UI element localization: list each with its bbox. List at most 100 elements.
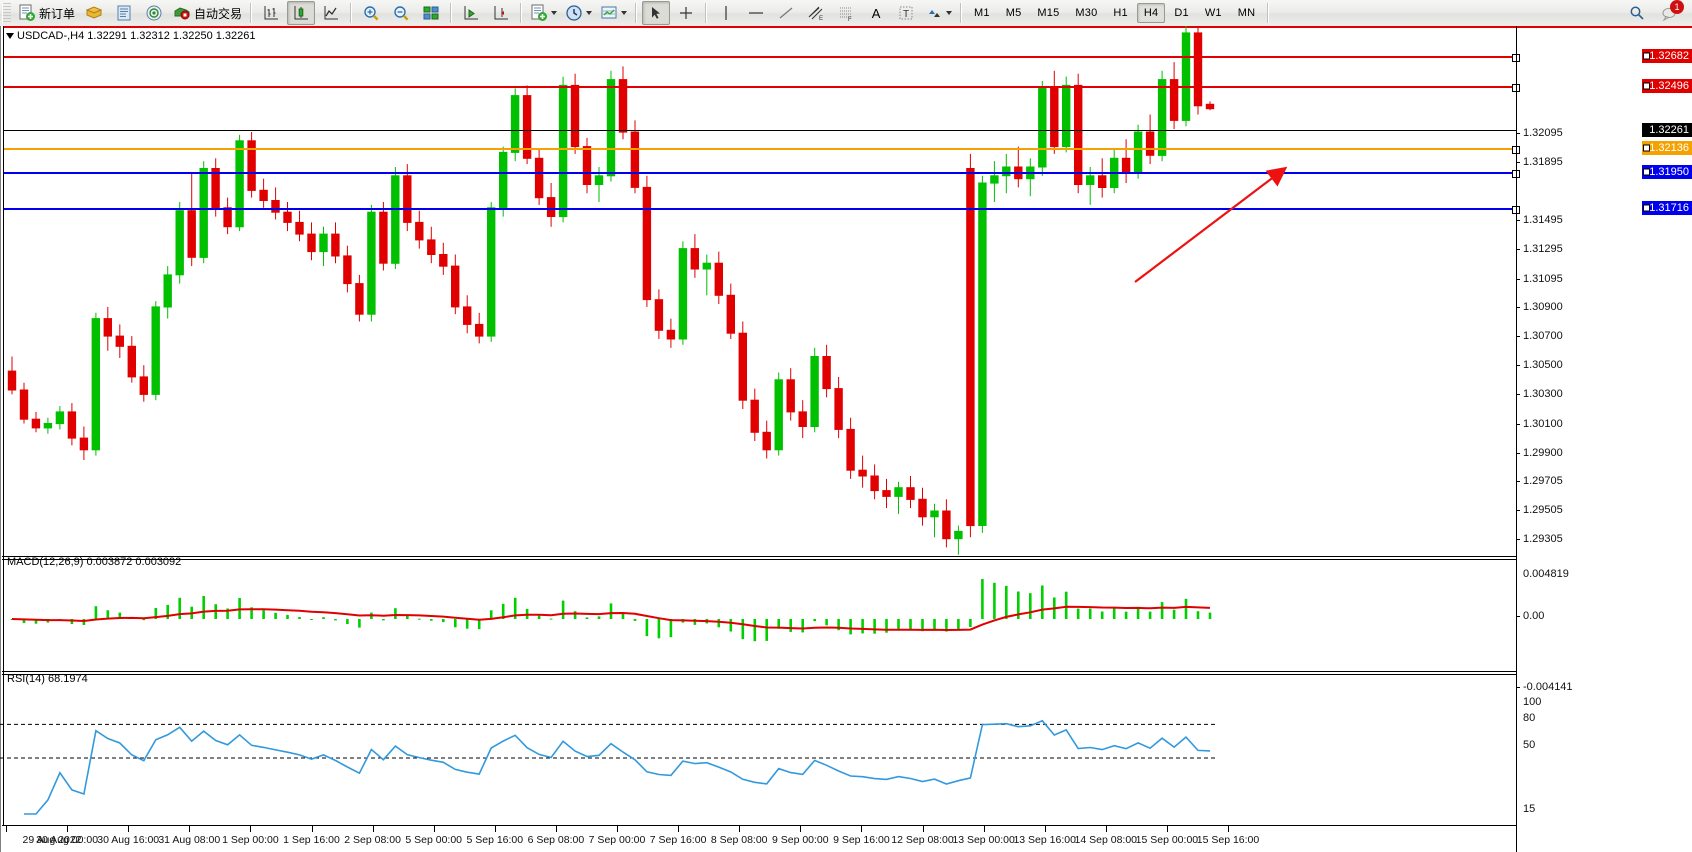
period-button[interactable] bbox=[562, 1, 595, 25]
time-tick bbox=[1228, 826, 1229, 832]
price-scale[interactable]: 1.32095 1.31895 1.31495 1.31295 1.31095 1.309… bbox=[1516, 26, 1692, 852]
time-scale[interactable]: 29 Aug 2022 30 Aug 00:00 30 Aug 16:00 31 Au… bbox=[2, 825, 1516, 852]
hline-price-label[interactable]: 1.31716 bbox=[1642, 201, 1692, 215]
templates-button[interactable] bbox=[597, 1, 630, 25]
zoom-out-button[interactable] bbox=[387, 1, 415, 25]
rsi-scale-label: 50 bbox=[1523, 739, 1536, 751]
cursor-tool-button[interactable] bbox=[642, 1, 671, 25]
indicators-button[interactable] bbox=[527, 1, 560, 25]
time-tick-label: 1 Sep 00:00 bbox=[222, 834, 279, 846]
text-tool-button[interactable]: A bbox=[871, 5, 881, 21]
time-tick bbox=[1105, 826, 1107, 832]
autotrading-label: 自动交易 bbox=[194, 6, 243, 21]
text-label-tool-button[interactable]: T bbox=[892, 1, 920, 25]
time-tick-label: 9 Sep 00:00 bbox=[771, 834, 829, 846]
autotrading-button[interactable]: 自动交易 bbox=[170, 1, 245, 25]
time-tick-label: 5 Sep 00:00 bbox=[405, 834, 463, 846]
time-tick-label: 1 Sep 16:00 bbox=[283, 834, 340, 846]
data-window-button[interactable] bbox=[110, 1, 138, 25]
hline-price-label[interactable]: 1.32682 bbox=[1642, 49, 1692, 63]
pane-divider-macd-rsi[interactable] bbox=[2, 671, 1516, 672]
tile-windows-button[interactable] bbox=[417, 1, 445, 25]
fibonacci-tool-button[interactable]: F bbox=[832, 1, 860, 25]
timeframe-d1[interactable]: D1 bbox=[1174, 7, 1189, 19]
svg-text:F: F bbox=[848, 17, 852, 22]
pane-divider-price-macd[interactable] bbox=[2, 556, 1516, 557]
pane-divider-price-macd-2[interactable] bbox=[2, 559, 1516, 560]
timeframe-m5[interactable]: M5 bbox=[1005, 7, 1022, 19]
candlestick-chart-button[interactable] bbox=[287, 1, 316, 25]
time-tick-label: 29 Aug 2022 bbox=[22, 834, 82, 846]
trendline-tool-button[interactable] bbox=[772, 1, 800, 25]
chevron-down-icon[interactable] bbox=[946, 11, 953, 15]
macd-scale-label: 0.00 bbox=[1523, 610, 1545, 622]
zoom-in-button[interactable] bbox=[357, 1, 385, 25]
time-tick bbox=[250, 826, 252, 832]
hline-price-label[interactable]: 1.32496 bbox=[1642, 79, 1692, 93]
hline-price-label: 1.32261 bbox=[1642, 123, 1692, 137]
time-tick bbox=[617, 826, 618, 832]
toolbar-grip[interactable] bbox=[2, 3, 11, 23]
price-tick bbox=[1516, 365, 1520, 367]
horizontal-line-tool-button[interactable] bbox=[742, 1, 770, 25]
chevron-down-icon[interactable] bbox=[551, 11, 558, 15]
time-tick-label: 13 Sep 00:00 bbox=[952, 834, 1015, 846]
price-tick bbox=[1516, 306, 1520, 308]
time-tick bbox=[67, 826, 69, 832]
chart-shift-button[interactable] bbox=[487, 1, 515, 25]
navigator-button[interactable] bbox=[140, 1, 168, 25]
arrows-tool-button[interactable] bbox=[922, 1, 955, 25]
time-tick bbox=[800, 826, 802, 832]
up-trend-arrow[interactable] bbox=[1125, 164, 1295, 289]
price-tick bbox=[1516, 220, 1520, 222]
pane-divider-macd-rsi-2[interactable] bbox=[2, 674, 1516, 675]
chart-collapse-icon[interactable] bbox=[6, 33, 14, 40]
price-tick-label: 1.31895 bbox=[1523, 155, 1563, 168]
price-tick-label: 1.30100 bbox=[1523, 417, 1563, 430]
main-toolbar: 新订单 自动交易 bbox=[0, 0, 1692, 27]
new-order-button[interactable]: 新订单 bbox=[15, 1, 78, 25]
hline-price-label[interactable]: 1.31950 bbox=[1642, 165, 1692, 179]
time-tick bbox=[555, 826, 557, 832]
hline-resistance-2[interactable] bbox=[4, 84, 1520, 92]
price-tick bbox=[1516, 539, 1520, 541]
time-tick bbox=[1044, 826, 1046, 832]
crosshair-tool-button[interactable] bbox=[672, 1, 700, 25]
price-tick-label: 1.31295 bbox=[1523, 243, 1563, 256]
time-tick-label: 8 Sep 08:00 bbox=[710, 834, 768, 846]
timeframe-m1[interactable]: M1 bbox=[974, 7, 990, 19]
timeframe-w1[interactable]: W1 bbox=[1204, 7, 1222, 19]
chart-area[interactable]: USDCAD-,H4 1.32291 1.32312 1.32250 1.322… bbox=[0, 26, 1692, 852]
price-tick bbox=[1516, 278, 1520, 280]
timeframe-h1[interactable]: H1 bbox=[1113, 7, 1128, 19]
time-tick bbox=[372, 826, 374, 832]
bar-chart-button[interactable] bbox=[257, 1, 285, 25]
line-chart-button[interactable] bbox=[317, 1, 345, 25]
hline-price-label[interactable]: 1.32136 bbox=[1642, 141, 1692, 155]
price-tick-label: 1.31495 bbox=[1523, 214, 1563, 227]
price-tick bbox=[1516, 161, 1520, 163]
price-tick bbox=[1516, 336, 1520, 338]
vertical-line-tool-button[interactable] bbox=[712, 1, 740, 25]
time-tick-label: 31 Aug 08:00 bbox=[158, 834, 221, 846]
timeframe-h4[interactable]: H4 bbox=[1136, 3, 1166, 23]
auto-scroll-button[interactable] bbox=[457, 1, 485, 25]
time-tick bbox=[983, 826, 985, 832]
rsi-scale-label: 15 bbox=[1523, 803, 1536, 815]
timeframe-mn[interactable]: MN bbox=[1237, 7, 1256, 19]
price-tick-label: 1.30700 bbox=[1523, 330, 1563, 343]
equidistant-channel-tool-button[interactable]: E bbox=[802, 1, 830, 25]
chevron-down-icon[interactable] bbox=[621, 11, 628, 15]
search-icon[interactable] bbox=[1623, 1, 1651, 25]
time-tick-label: 14 Sep 08:00 bbox=[1074, 834, 1138, 846]
timeframe-m15[interactable]: M15 bbox=[1037, 7, 1060, 19]
timeframe-m30[interactable]: M30 bbox=[1075, 7, 1098, 19]
hline-resistance-1[interactable] bbox=[4, 54, 1520, 62]
time-tick-label: 13 Sep 16:00 bbox=[1013, 834, 1076, 846]
market-watch-button[interactable] bbox=[80, 1, 108, 25]
new-order-label: 新订单 bbox=[39, 6, 76, 21]
notifications-icon[interactable]: 1 bbox=[1656, 0, 1684, 25]
chevron-down-icon[interactable] bbox=[586, 11, 593, 15]
time-tick-label: 15 Sep 00:00 bbox=[1135, 834, 1199, 846]
hline-level-orange[interactable] bbox=[4, 146, 1520, 154]
